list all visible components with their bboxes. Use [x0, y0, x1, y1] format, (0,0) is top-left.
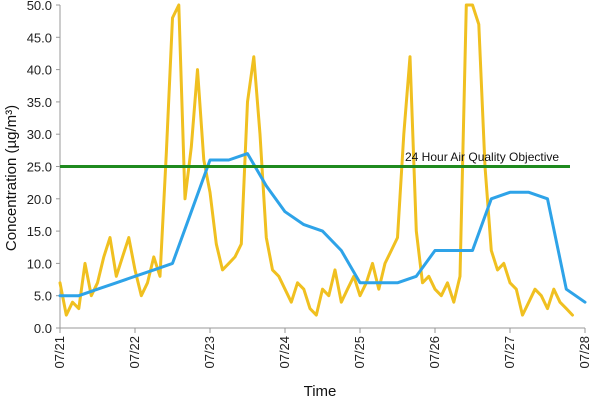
- x-tick-label: 07/25: [352, 336, 367, 369]
- y-tick-label: 30.0: [27, 127, 52, 142]
- y-tick-label: 35.0: [27, 95, 52, 110]
- y-tick-label: 50.0: [27, 0, 52, 13]
- x-tick-label: 07/24: [277, 336, 292, 369]
- series-line-1: [58, 3, 574, 317]
- y-axis-title: Concentration (µg/m³): [3, 105, 20, 251]
- y-tick-label: 40.0: [27, 63, 52, 78]
- series-layer: [58, 3, 587, 317]
- y-tick-label: 5.0: [34, 289, 52, 304]
- y-ticks: 0.0 5.0 10.0 15.0 20.0 25.0 30.0 35.0 40.0 45.0 50…: [27, 0, 60, 336]
- series-line-2: [58, 152, 587, 304]
- y-tick-label: 15.0: [27, 224, 52, 239]
- y-tick-label: 20.0: [27, 192, 52, 207]
- x-tick-label: 07/28: [577, 336, 592, 369]
- x-tick-label: 07/21: [52, 336, 67, 369]
- y-tick-label: 25.0: [27, 160, 52, 175]
- x-tick-label: 07/23: [202, 336, 217, 369]
- y-tick-label: 0.0: [34, 321, 52, 336]
- annotation-label: 24 Hour Air Quality Objective: [405, 150, 559, 164]
- x-ticks: 07/21 07/22 07/23 07/24 07/25 07/26 07/27 07/28: [52, 328, 592, 369]
- x-tick-label: 07/22: [127, 336, 142, 369]
- x-axis-title: Time: [304, 383, 337, 400]
- x-tick-label: 07/26: [427, 336, 442, 369]
- y-tick-label: 45.0: [27, 30, 52, 45]
- x-tick-label: 07/27: [502, 336, 517, 369]
- y-tick-label: 10.0: [27, 256, 52, 271]
